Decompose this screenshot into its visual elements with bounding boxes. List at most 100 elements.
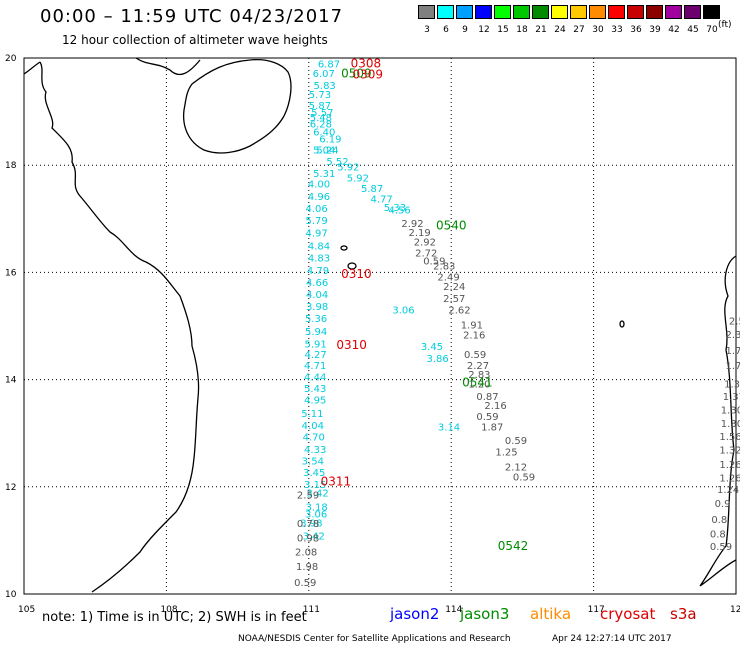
wave-height-value: 6.07 (313, 69, 335, 80)
wave-height-value: 4.33 (304, 445, 326, 456)
wave-height-value: 5.94 (305, 327, 327, 338)
wave-height-value: 4.79 (307, 266, 329, 277)
credit-line: NOAA/NESDIS Center for Satellite Applica… (238, 634, 511, 644)
track-3: 3.06 3.453.86 3.14 (392, 306, 460, 434)
legend-label: 70 (706, 25, 718, 35)
wave-height-value: 5.52 (326, 157, 348, 168)
legend-swatch (532, 5, 549, 19)
wave-height-value: 5.36 (305, 314, 327, 325)
satellite-label-cryosat: cryosat (600, 605, 656, 623)
legend-swatch (570, 5, 587, 19)
legend-label: 3 (424, 25, 430, 35)
legend-swatch (475, 5, 492, 19)
pass-time-label: 0309 (352, 67, 383, 81)
wave-height-value: 5.33 (384, 203, 406, 214)
pass-time-label: 0542 (498, 539, 529, 553)
legend-label: 15 (497, 25, 509, 35)
chart-subtitle: 12 hour collection of altimeter wave hei… (62, 33, 328, 47)
wave-height-value: 0.9 (715, 499, 731, 510)
longitude-tick-label: 108 (160, 605, 177, 615)
wave-height-value: 1.26 (719, 460, 740, 471)
wave-height-value: 0.59 (423, 256, 445, 267)
wave-height-value: 4.84 (308, 241, 330, 252)
wave-height-value: 0.78 (297, 519, 319, 530)
wave-height-value: 2.24 (443, 282, 465, 293)
wave-height-value: 5.24 (316, 145, 338, 156)
wave-height-value: 4.71 (304, 361, 326, 372)
longitude-tick-label: 117 (588, 605, 605, 615)
legend-swatch (494, 5, 511, 19)
wave-height-value: 2.62 (448, 306, 470, 317)
wave-height-value: 0.87 (476, 392, 498, 403)
wave-height-value: 5.11 (301, 409, 323, 420)
wave-height-value: 0.98 (297, 533, 319, 544)
legend-label: 36 (630, 25, 642, 35)
vietnam-coastline (39, 61, 200, 593)
legend-swatch (608, 5, 625, 19)
wave-height-value: 1.30 (721, 419, 740, 430)
hainan-island (182, 58, 292, 154)
wave-height-value: 3.15 (304, 480, 326, 491)
graticule (24, 58, 736, 594)
legend-swatch (513, 5, 530, 19)
coastline (23, 57, 737, 593)
wave-height-value: 4.96 (308, 192, 330, 203)
track-6: 2.5 2.3 1.74 1.73 1.311.37 1.30 1.30 1.56 1.32 1.… (710, 316, 740, 553)
wave-height-value: 3.14 (438, 423, 460, 434)
wave-height-value: 1.31 (724, 380, 740, 391)
legend-swatch (703, 5, 720, 19)
wave-height-value: 5.91 (305, 339, 327, 350)
satellite-label-jason3: jason3 (460, 605, 510, 623)
wave-height-value: 0.8 (710, 530, 726, 541)
legend-unit: (ft) (718, 20, 732, 30)
track-4: 2.922.192.922.720.592.832.492.242.572.62… (401, 219, 535, 484)
satellite-label-s3a: s3a (670, 605, 697, 623)
wave-height-value: 2.59 (297, 491, 319, 502)
wave-height-value: 2.12 (505, 463, 527, 474)
pass-time-label: 0311 (321, 475, 352, 489)
wave-height-value: 5.79 (305, 216, 327, 227)
wave-height-value: 1.26 (719, 473, 740, 484)
wave-height-value: 4.56 (389, 205, 411, 216)
philippines-coastline (699, 255, 737, 587)
pass-time-label: 0509 (341, 66, 372, 80)
wave-height-value: 3.98 (300, 518, 322, 529)
wave-height-value: 1.98 (296, 562, 318, 573)
wave-height-value: 2.72 (415, 248, 437, 259)
longitude-tick-label: 105 (18, 605, 35, 615)
wave-height-value: 4.77 (371, 195, 393, 206)
legend-swatch (437, 5, 454, 19)
legend-label: 6 (443, 25, 449, 35)
wave-height-value: 0.59 (505, 436, 527, 447)
longitude-tick-label: 114 (445, 605, 462, 615)
pass-time-label: 0310 (336, 338, 367, 352)
latitude-tick-label: 18 (5, 161, 17, 171)
wave-height-value: 0.59 (464, 350, 486, 361)
wave-height-value: 3.86 (427, 354, 449, 365)
wave-height-value: 4.66 (306, 278, 328, 289)
legend-label: 21 (535, 25, 547, 35)
axis-labels: 105 108 111 114 117 120 20 18 16 14 12 10 (5, 54, 740, 615)
legend-swatch (456, 5, 473, 19)
satellite-label-altika: altika (530, 605, 572, 623)
footnote: note: 1) Time is in UTC; 2) SWH is in fe… (42, 610, 307, 625)
wave-height-value: 0.8 (711, 515, 727, 526)
wave-height-value: 3.42 (303, 531, 325, 542)
wave-height-value: 2.27 (467, 361, 489, 372)
wave-height-value: 4.83 (308, 254, 330, 265)
wave-height-value: 3.06 (305, 509, 327, 520)
wave-height-value: 4.70 (303, 433, 325, 444)
latitude-tick-label: 16 (5, 268, 17, 278)
wave-height-value: 5.83 (314, 81, 336, 92)
wave-height-value: 5.04 (313, 145, 335, 156)
legend-label: 9 (462, 25, 468, 35)
wave-height-value: 2.49 (437, 272, 459, 283)
generation-timestamp: Apr 24 12:27:14 UTC 2017 (552, 634, 672, 644)
wave-height-value: 1.56 (719, 432, 740, 443)
wave-height-value: 5.48 (310, 113, 332, 124)
pass-time-label: 0540 (436, 219, 467, 233)
legend-label: 30 (592, 25, 604, 35)
wave-height-value: 4.06 (305, 204, 327, 215)
wave-height-value: 2.92 (414, 238, 436, 249)
